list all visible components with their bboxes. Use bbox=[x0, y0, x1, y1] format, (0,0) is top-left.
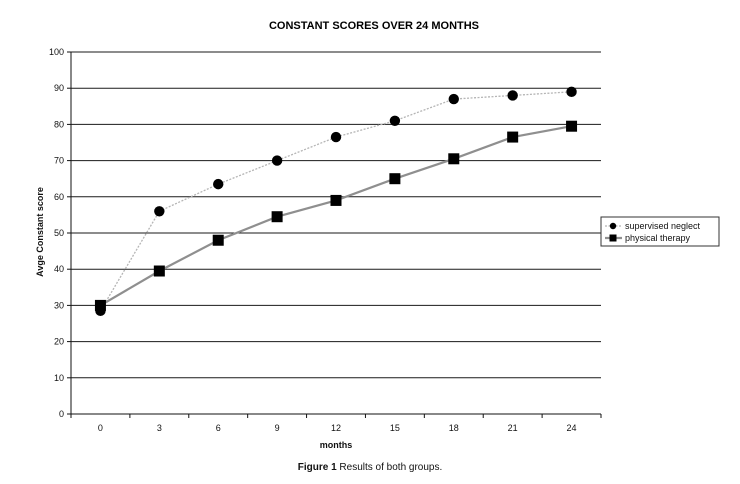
y-tick-label-10: 10 bbox=[54, 373, 64, 383]
x-axis-label: months bbox=[320, 440, 353, 450]
chart-title: CONSTANT SCORES OVER 24 MONTHS bbox=[269, 20, 479, 32]
series-group bbox=[94, 86, 578, 317]
legend-marker bbox=[609, 222, 617, 230]
y-tick-label-40: 40 bbox=[54, 264, 64, 274]
grid-lines bbox=[67, 51, 601, 415]
y-tick-label-0: 0 bbox=[59, 409, 64, 419]
series-supervised-neglect bbox=[95, 86, 577, 317]
x-tick-label-3: 3 bbox=[157, 423, 162, 433]
legend-label: physical therapy bbox=[625, 233, 691, 243]
point-supervised-neglect-15 bbox=[389, 115, 401, 126]
point-physical-therapy-9 bbox=[271, 211, 283, 223]
point-physical-therapy-21 bbox=[507, 131, 519, 143]
point-supervised-neglect-24 bbox=[566, 86, 577, 98]
x-tick-label-15: 15 bbox=[390, 423, 400, 433]
point-supervised-neglect-12 bbox=[330, 131, 342, 143]
legend-entry-physical-therapy: physical therapy bbox=[605, 233, 691, 243]
y-tick-label-20: 20 bbox=[54, 337, 64, 347]
point-supervised-neglect-3 bbox=[154, 206, 165, 217]
x-tick-label-6: 6 bbox=[216, 423, 221, 433]
figure-caption-text: Results of both groups. bbox=[339, 462, 443, 473]
x-tick-label-21: 21 bbox=[508, 423, 518, 433]
y-tick-label-100: 100 bbox=[49, 47, 64, 57]
series-line-physical-therapy bbox=[99, 125, 572, 307]
point-supervised-neglect-6 bbox=[213, 178, 224, 190]
point-supervised-neglect-21 bbox=[507, 90, 518, 101]
legend-box bbox=[600, 216, 720, 247]
y-tick-label-50: 50 bbox=[54, 228, 64, 238]
y-tick-label-70: 70 bbox=[54, 156, 64, 166]
point-supervised-neglect-9 bbox=[271, 155, 283, 166]
legend-label: supervised neglect bbox=[625, 221, 701, 231]
figure-caption: Figure 1 Results of both groups. bbox=[0, 462, 740, 473]
point-physical-therapy-6 bbox=[212, 234, 224, 246]
series-physical-therapy bbox=[94, 120, 578, 311]
x-tick-label-24: 24 bbox=[567, 423, 577, 433]
point-physical-therapy-15 bbox=[389, 173, 401, 185]
y-tick-label-80: 80 bbox=[54, 119, 64, 129]
point-supervised-neglect-18 bbox=[448, 93, 459, 105]
legend-entry-supervised-neglect: supervised neglect bbox=[605, 221, 701, 231]
figure-label: Figure 1 bbox=[297, 462, 337, 473]
y-tick-label-60: 60 bbox=[54, 192, 64, 202]
point-physical-therapy-12 bbox=[330, 194, 342, 206]
x-tick-label-12: 12 bbox=[331, 423, 341, 433]
line-chart: CONSTANT SCORES OVER 24 MONTHS 010203040… bbox=[35, 20, 720, 450]
y-tick-label-90: 90 bbox=[54, 83, 64, 93]
y-tick-labels: 0 10 20 30 40 50 60 70 80 90 100 bbox=[49, 47, 64, 419]
point-physical-therapy-0 bbox=[94, 299, 106, 311]
y-axis-label: Avge Constant score bbox=[35, 187, 45, 277]
point-physical-therapy-24 bbox=[566, 120, 578, 132]
x-tick-label-9: 9 bbox=[275, 423, 280, 433]
x-tick-label-0: 0 bbox=[98, 423, 103, 433]
y-tick-label-30: 30 bbox=[54, 300, 64, 310]
x-tick-label-18: 18 bbox=[449, 423, 459, 433]
legend: supervised neglect physical therapy bbox=[600, 216, 720, 247]
legend-marker bbox=[609, 234, 617, 242]
x-tick-labels: 0 3 6 9 12 15 18 21 24 bbox=[98, 423, 577, 433]
axes bbox=[70, 52, 602, 418]
point-physical-therapy-18 bbox=[448, 153, 460, 165]
series-line-supervised-neglect bbox=[99, 91, 572, 312]
point-physical-therapy-3 bbox=[153, 265, 165, 277]
